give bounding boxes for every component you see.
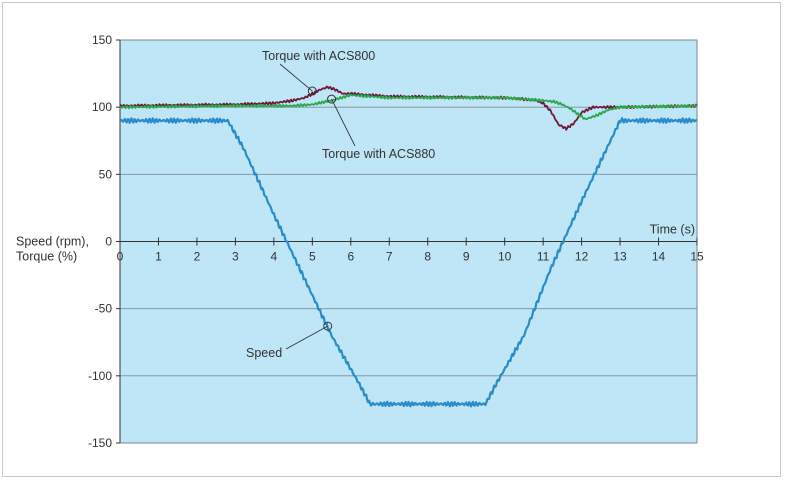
x-tick-label: 14 [652,250,666,264]
x-tick-label: 13 [613,250,627,264]
x-tick-label: 9 [463,250,470,264]
x-tick-label: 2 [194,250,201,264]
annotation-leader [331,98,356,147]
y-tick-label: -150 [88,436,112,450]
x-axis-label: Time (s) [650,223,695,237]
series-line-torque-with-acs880 [119,93,698,121]
annotation-marker [327,94,337,104]
annotation-label: Speed [246,346,282,360]
annotation-marker [307,86,317,96]
annotation-label: Torque with ACS880 [322,147,435,161]
x-tick-label: 0 [117,250,124,264]
x-tick-label: 10 [498,250,512,264]
tick-labels: 0 1 2 3 4 5 6 7 8 9 10 11 12 13 14 15150100500-50-100-1… [88,33,704,450]
x-tick-label: 11 [537,250,550,264]
y-axis-label-line1: Speed (rpm), [16,235,89,249]
y-tick-label: 50 [99,167,113,181]
annotation-label: Torque with ACS800 [262,49,375,63]
x-tick-label: 3 [232,250,239,264]
y-axis-label-line2: Torque (%) [16,250,77,264]
x-tick-label: 1 [155,250,162,264]
annotation-marker [323,321,333,331]
x-tick-label: 8 [424,250,431,264]
x-tick-label: 6 [347,250,354,264]
series-group [119,85,698,408]
y-tick-label: -50 [95,302,113,316]
x-tick-label: 7 [386,250,393,264]
annotation-leader [285,325,328,350]
annotation-leader [279,63,313,92]
y-tick-label: 0 [105,235,112,249]
x-tick-label: 4 [271,250,278,264]
x-tick-label: 15 [690,250,704,264]
x-tick-label: 5 [309,250,316,264]
annotations: Torque with ACS800 Torque with ACS880 Spee… [246,49,435,360]
x-tick-label: 12 [575,250,589,264]
y-tick-label: 150 [92,33,112,47]
y-tick-label: -100 [88,369,112,383]
series-line-speed [119,117,698,408]
y-tick-label: 100 [92,100,112,114]
